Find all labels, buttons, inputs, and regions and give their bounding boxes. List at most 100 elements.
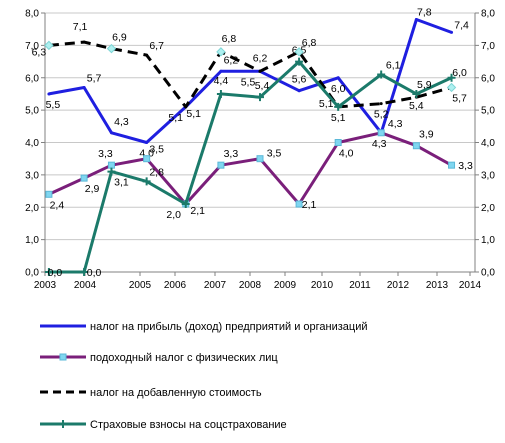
data-point — [142, 177, 151, 186]
data-label: 4,0 — [139, 148, 154, 160]
data-label: 6,7 — [149, 40, 164, 52]
legend: налог на прибыль (доход) предприятий и о… — [40, 321, 368, 431]
data-label: 5,5 — [46, 99, 61, 111]
data-label: 3,3 — [458, 160, 473, 172]
data-label: 6,3 — [32, 46, 47, 58]
data-label: 6,8 — [302, 37, 317, 49]
data-label: 7,4 — [454, 19, 469, 31]
y-tick-label-right: 8,0 — [481, 9, 495, 20]
data-label: 7,1 — [73, 21, 88, 33]
x-tick-label: 2011 — [349, 280, 371, 291]
legend-label: подоходный налог с физических лиц — [90, 352, 278, 364]
data-point — [145, 53, 149, 57]
data-label: 5,6 — [292, 74, 307, 86]
data-point — [145, 141, 149, 144]
data-label: 4,3 — [372, 138, 387, 150]
data-label: 3,3 — [224, 148, 239, 160]
data-point — [107, 167, 116, 176]
data-label: 2,9 — [85, 183, 100, 195]
data-point — [217, 161, 225, 169]
data-label: 4,3 — [388, 118, 403, 130]
data-point — [377, 70, 386, 79]
series-line — [48, 40, 452, 109]
y-tick-label-left: 5,0 — [25, 106, 39, 117]
data-label: 5,1 — [168, 112, 183, 124]
data-label: 6,9 — [112, 32, 127, 44]
data-label: 2,0 — [166, 209, 181, 221]
data-label: 0,0 — [48, 267, 63, 279]
y-tick-label-left: 0,0 — [25, 268, 39, 279]
data-point — [45, 190, 53, 198]
legend-marker — [59, 353, 67, 361]
data-point — [80, 174, 88, 182]
data-label: 0,0 — [87, 267, 102, 279]
data-label: 3,5 — [149, 144, 164, 156]
data-point — [297, 89, 301, 93]
data-point — [44, 40, 54, 51]
x-tick-label: 2004 — [74, 280, 97, 291]
series-line — [48, 131, 453, 206]
legend-label: налог на прибыль (доход) предприятий и о… — [90, 321, 368, 333]
y-tick-label-right: 3,0 — [481, 170, 495, 181]
y-tick-label-right: 0,0 — [481, 268, 495, 279]
x-tick-label: 2014 — [459, 280, 482, 291]
data-label: 5,4 — [255, 80, 270, 92]
x-tick-label: 2010 — [311, 280, 334, 291]
data-label: 5,1 — [331, 112, 346, 124]
data-point — [106, 43, 117, 54]
x-tick-label: 2007 — [204, 280, 227, 291]
data-point — [334, 102, 343, 111]
data-point — [256, 93, 264, 102]
data-label: 5,1 — [186, 108, 201, 120]
data-point — [334, 139, 342, 146]
y-tick-label-left: 4,0 — [25, 138, 39, 149]
x-tick-label: 2009 — [274, 280, 297, 291]
x-tick-label: 2013 — [426, 280, 449, 291]
legend-label: Страховые взносы на соцстрахование — [90, 419, 287, 431]
data-point — [256, 155, 264, 163]
data-label: 7,8 — [417, 6, 432, 18]
y-tick-label-right: 7,0 — [481, 41, 495, 52]
data-label: 4,0 — [339, 148, 354, 160]
series-3: 6,3 7,1 6,9 6,7 5,1 6,8 6,2 6,8 5,1 5,2 5,4 5,7 — [32, 21, 467, 124]
data-point — [181, 200, 190, 209]
data-label: 2,1 — [302, 199, 317, 211]
data-label: 2,8 — [149, 166, 164, 178]
data-point — [216, 47, 226, 57]
series-2: 2,4 2,9 3,3 3,5 2,0 3,3 3,5 2,1 4,0 4,3 3,9 3,3 — [45, 118, 473, 221]
data-label: 5,2 — [374, 109, 389, 121]
legend-label: налог на добавленную стоимость — [90, 387, 262, 399]
y-tick-label-left: 8,0 — [25, 9, 39, 20]
data-point — [412, 142, 420, 150]
data-point — [258, 69, 262, 73]
data-label: 5,1 — [319, 98, 334, 110]
data-label: 6,1 — [386, 60, 401, 72]
y-tick-label-left: 1,0 — [25, 235, 39, 246]
data-label: 4,3 — [114, 116, 129, 128]
data-label: 4,4 — [214, 75, 229, 87]
data-label: 5,9 — [417, 79, 432, 91]
data-label: 2,4 — [50, 199, 65, 211]
y-tick-label-left: 6,0 — [25, 73, 39, 84]
data-point — [219, 69, 223, 73]
series-line — [48, 18, 453, 144]
data-label: 5,5 — [241, 76, 256, 88]
data-point — [294, 47, 304, 57]
data-label: 5,7 — [87, 72, 102, 84]
y-tick-label-left: 2,0 — [25, 203, 39, 214]
y-tick-label-right: 6,0 — [481, 73, 495, 84]
data-point — [80, 268, 89, 276]
y-tick-label-right: 2,0 — [481, 203, 495, 214]
data-label: 3,9 — [419, 129, 434, 141]
x-tick-label: 2003 — [34, 280, 57, 291]
data-label: 3,1 — [114, 177, 129, 189]
data-point — [446, 82, 457, 93]
data-point — [143, 155, 151, 163]
data-label: 3,5 — [267, 148, 282, 160]
data-point — [336, 76, 340, 80]
series-line — [48, 60, 453, 274]
data-label: 6,2 — [253, 52, 268, 64]
data-point — [44, 268, 53, 276]
data-point — [379, 102, 383, 106]
